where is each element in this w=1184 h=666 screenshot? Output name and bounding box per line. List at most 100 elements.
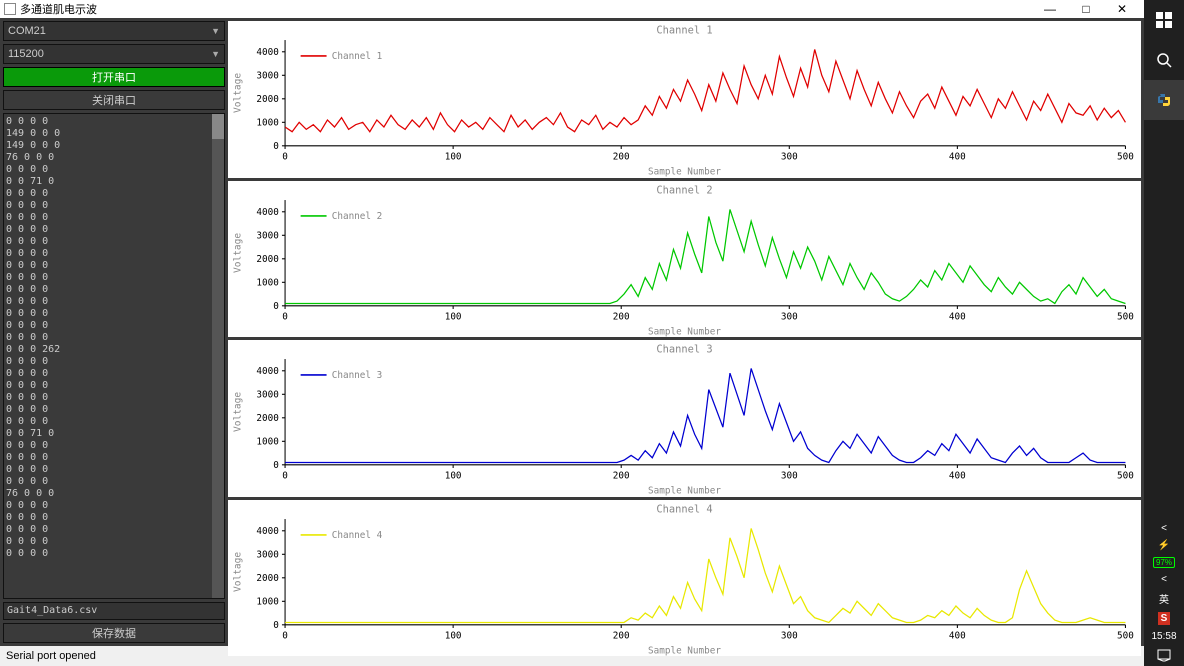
svg-text:100: 100	[445, 630, 462, 641]
svg-text:400: 400	[949, 311, 966, 322]
baud-value: 115200	[8, 48, 44, 60]
close-port-button[interactable]: 关闭串口	[3, 90, 225, 110]
svg-text:Sample Number: Sample Number	[648, 485, 721, 496]
svg-text:500: 500	[1117, 151, 1134, 162]
svg-text:100: 100	[445, 471, 462, 482]
data-log[interactable]: 0 0 0 0149 0 0 0149 0 0 076 0 0 00 0 0 0…	[3, 113, 225, 599]
svg-text:3000: 3000	[256, 389, 279, 400]
svg-text:100: 100	[445, 151, 462, 162]
svg-text:4000: 4000	[256, 206, 279, 217]
filename-input[interactable]: Gait4_Data6.csv	[3, 602, 225, 620]
start-button[interactable]	[1144, 0, 1184, 40]
open-port-button[interactable]: 打开串口	[3, 67, 225, 87]
svg-text:100: 100	[445, 311, 462, 322]
search-icon	[1156, 52, 1172, 68]
chart-channel-2: Channel 2 0 1000 2000 3000 4000 0 100 200 300 400…	[228, 181, 1141, 338]
app-icon	[4, 3, 16, 15]
svg-text:400: 400	[949, 151, 966, 162]
maximize-button[interactable]: □	[1068, 2, 1104, 16]
svg-text:2000: 2000	[256, 253, 279, 264]
system-tray: < ⚡ 97% < 英 S 15:58	[1151, 519, 1176, 666]
scrollbar-track[interactable]	[212, 114, 224, 598]
svg-text:1000: 1000	[256, 436, 279, 447]
svg-text:0: 0	[273, 300, 279, 311]
window-titlebar: 多通道肌电示波 — □ ✕	[0, 0, 1144, 18]
chart-channel-3: Channel 3 010002000300040000100200300400…	[228, 340, 1141, 497]
svg-text:0: 0	[282, 630, 288, 641]
svg-text:200: 200	[613, 311, 630, 322]
svg-text:Sample Number: Sample Number	[648, 166, 721, 177]
svg-text:2000: 2000	[256, 94, 279, 105]
svg-text:Voltage: Voltage	[233, 392, 244, 432]
svg-text:Voltage: Voltage	[233, 73, 244, 113]
chevron-down-icon: ▼	[211, 26, 220, 36]
svg-text:0: 0	[282, 151, 288, 162]
svg-text:3000: 3000	[256, 230, 279, 241]
chart-channel-1: Channel 1 0 1000 2000 3000 4000 0 100 200 300 400…	[228, 21, 1141, 178]
svg-text:Sample Number: Sample Number	[648, 326, 721, 337]
svg-text:300: 300	[781, 630, 798, 641]
svg-text:Channel 1: Channel 1	[332, 51, 383, 62]
clock[interactable]: 15:58	[1151, 631, 1176, 642]
svg-text:0: 0	[273, 620, 279, 631]
collapse-icon[interactable]: <	[1161, 574, 1167, 585]
svg-text:Channel 3: Channel 3	[656, 344, 712, 356]
minimize-button[interactable]: —	[1032, 2, 1068, 16]
sidebar: COM21 ▼ 115200 ▼ 打开串口 关闭串口 0 0 0 0149 0 …	[3, 21, 225, 643]
svg-text:300: 300	[781, 151, 798, 162]
svg-text:0: 0	[282, 311, 288, 322]
svg-text:Channel 4: Channel 4	[332, 530, 383, 541]
window-title: 多通道肌电示波	[20, 1, 97, 17]
python-icon	[1156, 92, 1172, 108]
svg-text:0: 0	[273, 141, 279, 152]
save-data-button[interactable]: 保存数据	[3, 623, 225, 643]
battery-indicator[interactable]: 97%	[1153, 557, 1175, 568]
app-taskbar-button[interactable]	[1144, 80, 1184, 120]
charts-container: Channel 1 010002000300040000100200300400…	[228, 21, 1141, 643]
svg-text:200: 200	[613, 151, 630, 162]
svg-text:200: 200	[613, 630, 630, 641]
svg-text:Channel 2: Channel 2	[332, 211, 382, 222]
windows-icon	[1156, 12, 1172, 28]
svg-text:500: 500	[1117, 471, 1134, 482]
svg-text:1000: 1000	[256, 596, 279, 607]
expand-tray-icon[interactable]: <	[1161, 523, 1167, 534]
svg-text:3000: 3000	[256, 70, 279, 81]
svg-text:Sample Number: Sample Number	[648, 645, 721, 656]
svg-text:0: 0	[282, 471, 288, 482]
ime-s-icon[interactable]: S	[1158, 612, 1171, 625]
taskbar: < ⚡ 97% < 英 S 15:58	[1144, 0, 1184, 666]
chevron-down-icon: ▼	[211, 49, 220, 59]
svg-text:4000: 4000	[256, 526, 279, 537]
ime-indicator[interactable]: 英	[1159, 591, 1169, 606]
svg-text:4000: 4000	[256, 47, 279, 58]
search-button[interactable]	[1144, 40, 1184, 80]
notifications-icon[interactable]	[1157, 648, 1171, 662]
plug-icon: ⚡	[1158, 540, 1170, 551]
svg-text:Voltage: Voltage	[233, 232, 244, 272]
svg-text:500: 500	[1117, 311, 1134, 322]
svg-text:0: 0	[273, 460, 279, 471]
svg-text:400: 400	[949, 471, 966, 482]
svg-text:3000: 3000	[256, 549, 279, 560]
svg-text:Channel 2: Channel 2	[656, 184, 712, 196]
svg-text:Channel 4: Channel 4	[656, 503, 712, 515]
svg-text:2000: 2000	[256, 413, 279, 424]
svg-text:300: 300	[781, 471, 798, 482]
scrollbar-thumb[interactable]	[212, 114, 224, 139]
svg-text:400: 400	[949, 630, 966, 641]
svg-text:Voltage: Voltage	[233, 551, 244, 591]
svg-text:4000: 4000	[256, 366, 279, 377]
port-select[interactable]: COM21 ▼	[3, 21, 225, 41]
svg-text:1000: 1000	[256, 117, 279, 128]
svg-text:Channel 3: Channel 3	[332, 370, 382, 381]
baud-select[interactable]: 115200 ▼	[3, 44, 225, 64]
svg-text:500: 500	[1117, 630, 1134, 641]
chart-channel-4: Channel 4 0 1000 2000 3000 4000 0 100 200 300 400…	[228, 500, 1141, 657]
svg-text:Channel 1: Channel 1	[656, 25, 712, 37]
port-value: COM21	[8, 25, 46, 37]
svg-text:2000: 2000	[256, 573, 279, 584]
svg-text:1000: 1000	[256, 277, 279, 288]
close-button[interactable]: ✕	[1104, 2, 1140, 16]
svg-text:300: 300	[781, 311, 798, 322]
